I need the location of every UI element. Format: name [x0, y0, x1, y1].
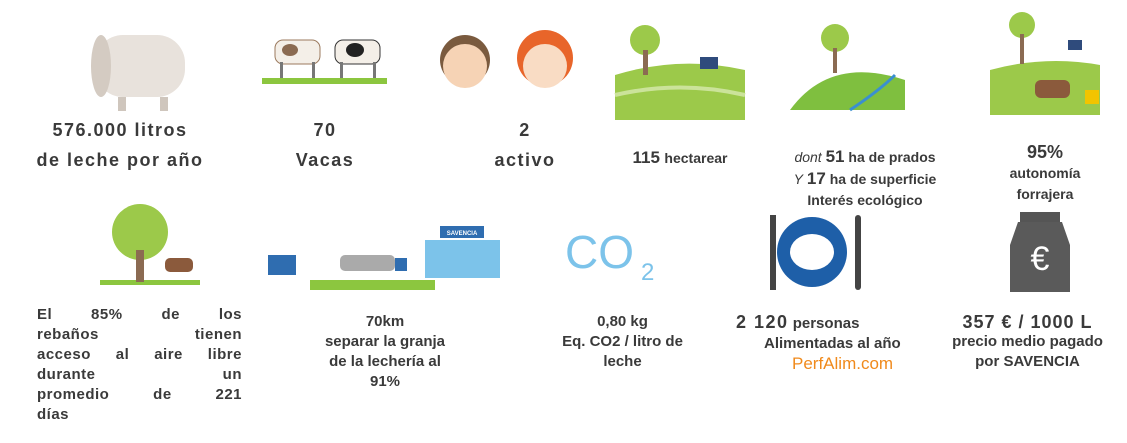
prefix: dont	[794, 149, 821, 165]
text: ha de prados	[848, 149, 935, 165]
unit: personas	[793, 315, 860, 332]
line: 576.000 litros	[20, 115, 220, 145]
line: durante un	[37, 365, 242, 385]
sign: SAVENCIA	[447, 231, 478, 237]
co2-icon: CO	[565, 226, 634, 278]
line: de leche por año	[20, 145, 220, 175]
stat: 2 120 personas Alimentadas al año PerfAl…	[730, 312, 930, 374]
infographic: SAVENCIA CO 2 € 576.000 litrosde leche p…	[0, 0, 1127, 443]
line: 70km	[290, 312, 480, 332]
line: leche	[530, 352, 715, 372]
line: 95%	[985, 142, 1105, 163]
line: 2	[470, 115, 580, 145]
line: activo	[470, 145, 580, 175]
line: promedio de 221	[37, 385, 242, 405]
line: acceso al aire libre	[37, 345, 242, 365]
line: Vacas	[265, 145, 385, 175]
line: de la lechería al	[290, 352, 480, 372]
value: 51	[826, 147, 845, 166]
line: 357 € / 1000 L	[930, 312, 1125, 332]
line: por SAVENCIA	[930, 352, 1125, 372]
line: Alimentadas al año	[730, 334, 930, 354]
co2-icon-sub: 2	[641, 259, 654, 286]
line: Eq. CO2 / litro de	[530, 332, 715, 352]
line: forrajera	[985, 184, 1105, 205]
faces-icon	[440, 30, 573, 88]
line: autonomía	[985, 163, 1105, 184]
stat: dont 51 ha de prados Y 17 ha de superfic…	[765, 146, 965, 211]
value: 115	[633, 148, 660, 167]
tank-icon	[91, 35, 185, 111]
line: El 85% de los	[37, 305, 242, 325]
tree-cow-icon	[100, 204, 200, 285]
unit: hectarear	[664, 150, 727, 166]
line: rebaños tienen	[37, 325, 242, 345]
prefix: Y	[794, 171, 803, 187]
text: Interés ecológico	[765, 190, 965, 211]
farm-cow-icon	[990, 12, 1100, 115]
logo: PerfAlim.com	[730, 354, 930, 374]
line: días	[37, 405, 242, 425]
plate-icon	[770, 215, 861, 290]
cows-icon	[262, 40, 387, 84]
value: 17	[807, 169, 826, 188]
euro-icon: €	[1031, 240, 1050, 278]
value: 2 120	[736, 312, 789, 332]
line: 0,80 kg	[530, 312, 715, 332]
hill-icon	[790, 24, 905, 110]
farm-icon	[615, 25, 745, 120]
text: ha de superficie	[830, 171, 937, 187]
line: 91%	[290, 372, 480, 392]
stat: 115 hectarear	[610, 145, 750, 171]
line: 70	[265, 115, 385, 145]
line: separar la granja	[290, 332, 480, 352]
line: precio medio pagado	[930, 332, 1125, 352]
